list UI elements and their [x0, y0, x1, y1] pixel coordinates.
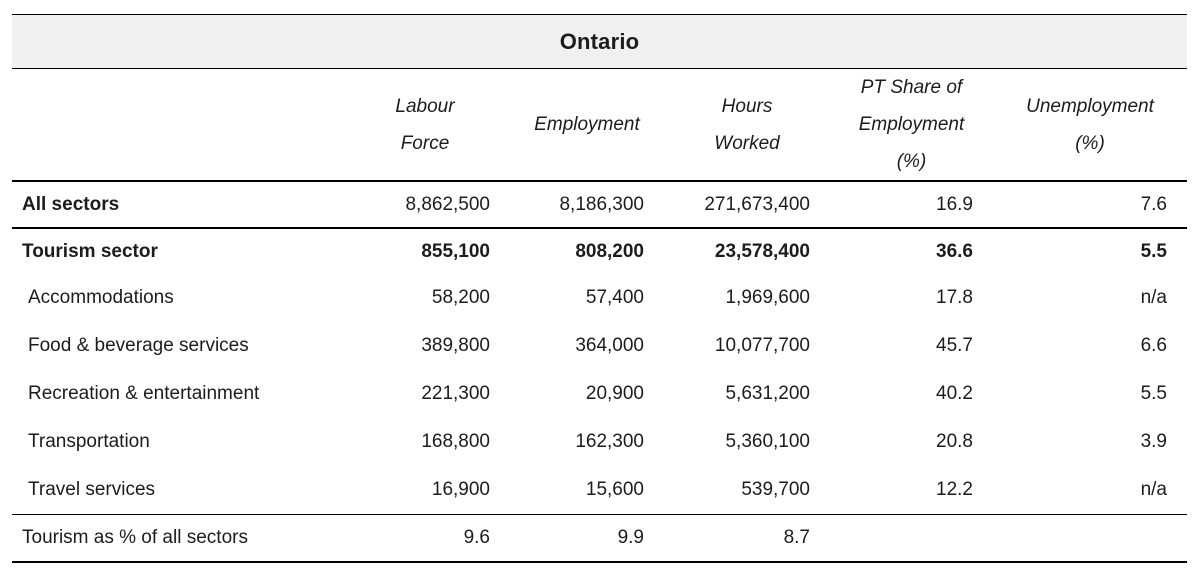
- cell-hours-worked: 23,578,400: [714, 240, 810, 262]
- table-row-recreation-entertainment: Recreation & entertainment 221,300 20,90…: [12, 370, 1187, 418]
- cell-hours-worked: 10,077,700: [714, 335, 810, 356]
- row-label: Recreation & entertainment: [28, 383, 260, 404]
- header-unemployment: Unemployment (%): [993, 69, 1187, 182]
- cell-pt-share: 12.2: [936, 478, 973, 500]
- table-header: Labour Force Employment Hours Worked PT …: [12, 69, 1187, 182]
- cell-pt-share: 20.8: [936, 431, 973, 452]
- cell-hours-worked: 5,631,200: [725, 383, 810, 404]
- cell-unemployment: n/a: [1140, 287, 1167, 308]
- row-label: Tourism as % of all sectors: [12, 513, 340, 562]
- table-row-all-sectors: All sectors 8,862,500 8,186,300 271,673,…: [12, 181, 1187, 229]
- cell-labour-force: 168,800: [421, 431, 490, 452]
- cell-hours-worked: 5,360,100: [725, 431, 810, 452]
- cell-employment: 15,600: [585, 478, 644, 500]
- table-title: Ontario: [559, 28, 640, 54]
- table-body: All sectors 8,862,500 8,186,300 271,673,…: [12, 181, 1187, 562]
- cell-employment: 364,000: [575, 335, 644, 356]
- tourism-statistics-table: Labour Force Employment Hours Worked PT …: [12, 69, 1187, 563]
- cell-unemployment: 5.5: [1140, 240, 1167, 262]
- header-employment: Employment: [510, 69, 664, 182]
- cell-pt-share: [830, 513, 993, 562]
- row-label: All sectors: [12, 181, 340, 229]
- cell-labour-force: 58,200: [431, 287, 490, 308]
- cell-employment: 162,300: [575, 431, 644, 452]
- cell-pt-share: 36.6: [936, 240, 973, 262]
- cell-pt-share: 45.7: [936, 335, 973, 356]
- table-row-food-beverage: Food & beverage services 389,800 364,000…: [12, 322, 1187, 370]
- table-row-tourism-percent: Tourism as % of all sectors 9.6 9.9 8.7: [12, 513, 1187, 562]
- cell-employment: 8,186,300: [510, 181, 664, 229]
- table-row-accommodations: Accommodations 58,200 57,400 1,969,600 1…: [12, 274, 1187, 322]
- header-row: Labour Force Employment Hours Worked PT …: [12, 69, 1187, 182]
- cell-hours-worked: 271,673,400: [664, 181, 830, 229]
- cell-unemployment: 5.5: [1140, 383, 1167, 404]
- cell-unemployment: 6.6: [1140, 335, 1167, 356]
- header-blank: [12, 69, 340, 182]
- cell-unemployment: [993, 513, 1187, 562]
- cell-hours-worked: 1,969,600: [725, 287, 810, 308]
- cell-labour-force: 221,300: [421, 383, 490, 404]
- cell-labour-force: 16,900: [431, 478, 490, 500]
- row-label: Accommodations: [28, 287, 174, 308]
- row-label: Food & beverage services: [28, 335, 249, 356]
- cell-labour-force: 389,800: [421, 335, 490, 356]
- cell-pt-share: 40.2: [936, 383, 973, 404]
- table-row-transportation: Transportation 168,800 162,300 5,360,100…: [12, 418, 1187, 466]
- cell-hours-worked: 539,700: [741, 478, 810, 500]
- cell-labour-force: 9.6: [340, 513, 510, 562]
- header-hours-worked: Hours Worked: [664, 69, 830, 182]
- cell-labour-force: 8,862,500: [340, 181, 510, 229]
- cell-unemployment: 7.6: [993, 181, 1187, 229]
- cell-employment: 20,900: [585, 383, 644, 404]
- cell-employment: 57,400: [585, 287, 644, 308]
- cell-pt-share: 17.8: [936, 287, 973, 308]
- cell-unemployment: n/a: [1140, 478, 1167, 500]
- cell-employment: 808,200: [575, 240, 644, 262]
- table-row-tourism-sector: Tourism sector 855,100 808,200 23,578,40…: [12, 228, 1187, 274]
- row-label: Travel services: [28, 478, 156, 500]
- row-label: Tourism sector: [22, 240, 158, 262]
- cell-unemployment: 3.9: [1140, 431, 1167, 452]
- header-labour-force: Labour Force: [340, 69, 510, 182]
- cell-pt-share: 16.9: [830, 181, 993, 229]
- ontario-table: Ontario Labour Force Employment Hours Wo…: [12, 14, 1187, 563]
- cell-employment: 9.9: [510, 513, 664, 562]
- table-row-travel-services: Travel services 16,900 15,600 539,700 12…: [12, 466, 1187, 514]
- table-title-band: Ontario: [12, 14, 1187, 69]
- header-pt-share: PT Share of Employment (%): [830, 69, 993, 182]
- cell-labour-force: 855,100: [421, 240, 490, 262]
- cell-hours-worked: 8.7: [664, 513, 830, 562]
- row-label: Transportation: [28, 431, 150, 452]
